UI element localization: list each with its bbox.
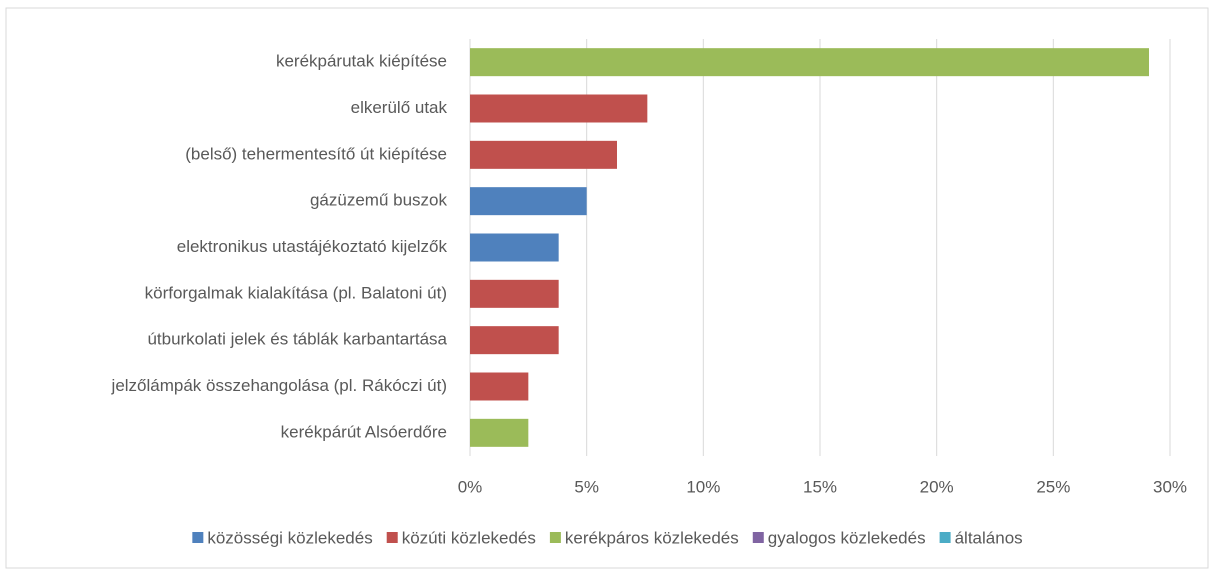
- legend-swatch: [939, 532, 951, 543]
- legend-swatch: [386, 532, 398, 543]
- y-tick-label: jelzőlámpák összehangolása (pl. Rákóczi …: [111, 376, 447, 395]
- bar: [470, 279, 559, 308]
- legend-label: közösségi közlekedés: [207, 528, 372, 547]
- legend-swatch: [752, 532, 764, 543]
- x-tick-label: 10%: [686, 477, 720, 496]
- legend-label: gyalogos közlekedés: [768, 528, 926, 547]
- y-tick-label: kerékpárutak kiépítése: [276, 52, 447, 71]
- x-tick-label: 15%: [803, 477, 837, 496]
- y-tick-label: útburkolati jelek és táblák karbantartás…: [147, 330, 447, 349]
- x-tick-label: 25%: [1036, 477, 1070, 496]
- y-tick-label: elkerülő utak: [351, 98, 448, 117]
- y-tick-label: gázüzemű buszok: [310, 191, 448, 210]
- x-tick-label: 20%: [920, 477, 954, 496]
- bar: [470, 140, 617, 169]
- bar: [470, 326, 559, 355]
- bar: [470, 233, 559, 262]
- legend-swatch: [192, 532, 204, 543]
- y-tick-label: elektronikus utastájékoztató kijelzők: [177, 237, 448, 256]
- bar: [470, 418, 529, 447]
- y-tick-label: (belső) tehermentesítő út kiépítése: [185, 144, 447, 163]
- bar: [470, 94, 648, 123]
- bar: [470, 187, 587, 216]
- x-tick-label: 0%: [458, 477, 483, 496]
- x-tick-label: 5%: [574, 477, 599, 496]
- legend-label: kerékpáros közlekedés: [565, 528, 739, 547]
- bar: [470, 48, 1149, 77]
- legend-label: általános: [955, 528, 1023, 547]
- legend-swatch: [549, 532, 561, 543]
- y-tick-label: körforgalmak kialakítása (pl. Balatoni ú…: [145, 283, 447, 302]
- y-tick-label: kerékpárút Alsóerdőre: [281, 422, 447, 441]
- bar: [470, 372, 529, 401]
- legend-label: közúti közlekedés: [402, 528, 536, 547]
- x-tick-label: 30%: [1153, 477, 1187, 496]
